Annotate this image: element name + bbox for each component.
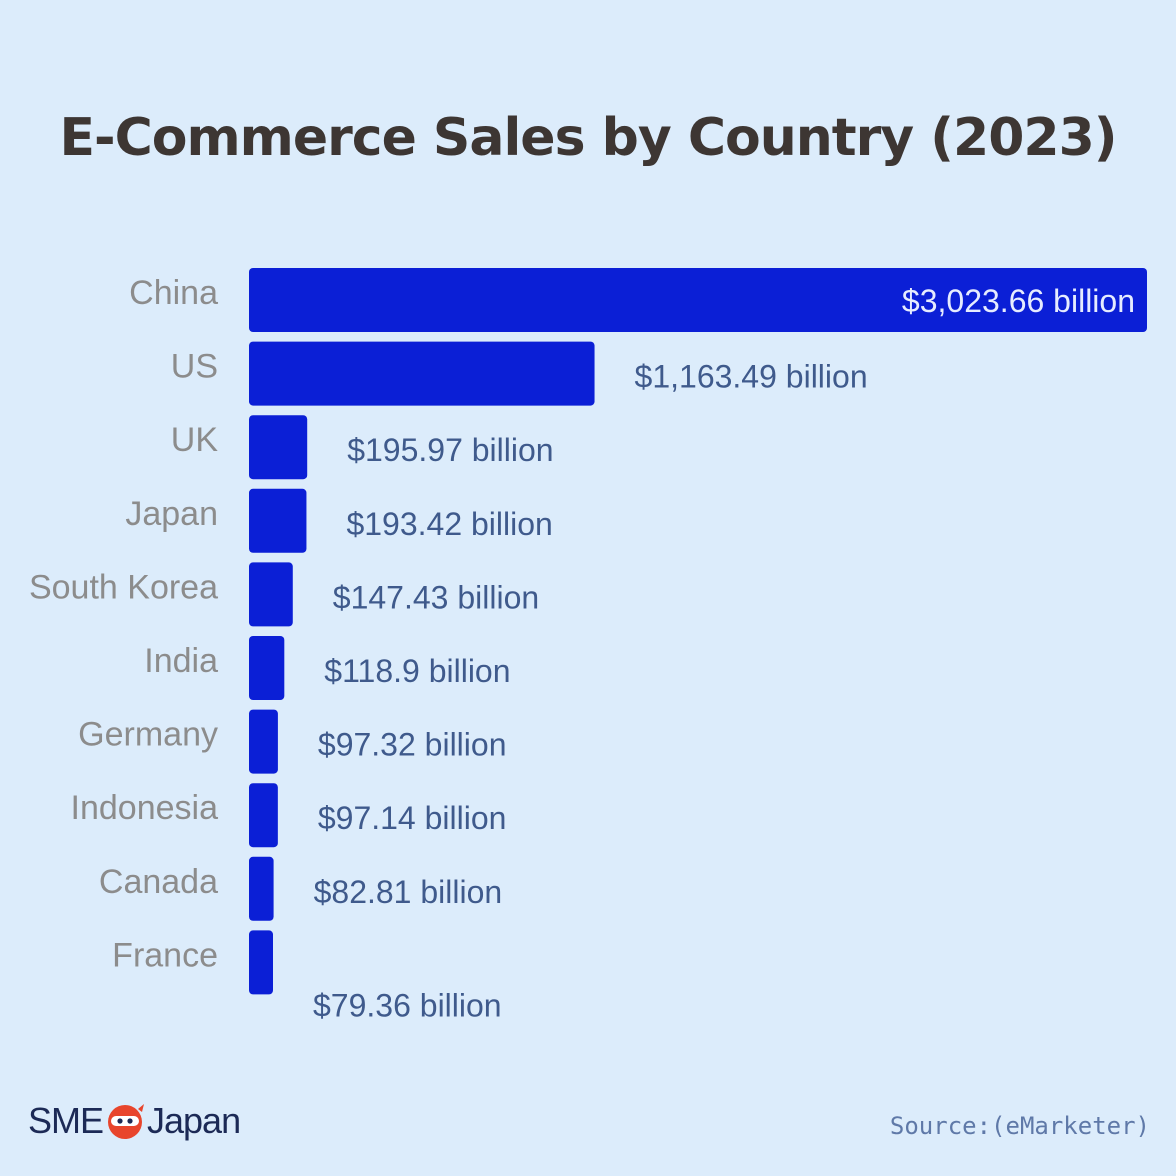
category-label: France [112,936,218,974]
value-label: $97.14 billion [318,800,507,836]
category-label: US [171,348,218,386]
value-label: $193.42 billion [346,506,552,542]
bar-uk [249,415,308,480]
category-label: Japan [125,495,218,533]
bar-canada [249,856,274,921]
value-label: $3,023.66 billion [902,283,1135,319]
logo-text-sme: SME [28,1100,104,1141]
value-label: $147.43 billion [333,579,539,615]
bar-india [249,636,285,700]
value-label: $79.36 billion [313,987,502,1023]
logo-text-japan: Japan [147,1100,241,1141]
value-label: $118.9 billion [324,653,510,689]
bar-france [249,930,273,995]
category-label: Indonesia [71,789,219,827]
category-label: China [129,274,218,312]
value-label: $1,163.49 billion [635,359,868,395]
category-label: UK [171,421,219,459]
bar-japan [249,488,307,553]
source-note: Source:(eMarketer) [889,1112,1150,1140]
value-label: $82.81 billion [314,874,503,910]
sme-japan-logo: SME Japan [28,1096,241,1146]
value-label: $195.97 billion [347,432,553,468]
bar-us [249,341,595,406]
bar-china [249,268,1147,332]
ninja-mascot-icon [108,1104,145,1139]
chart-title: E-Commerce Sales by Country (2023) [59,108,1117,168]
category-label: South Korea [29,568,218,606]
category-label: India [144,642,218,680]
category-label: Canada [99,863,218,901]
value-label: $97.32 billion [318,727,507,763]
category-label: Germany [78,716,218,754]
bar-south-korea [249,562,293,627]
bar-germany [249,709,278,774]
bar-indonesia [249,783,278,848]
